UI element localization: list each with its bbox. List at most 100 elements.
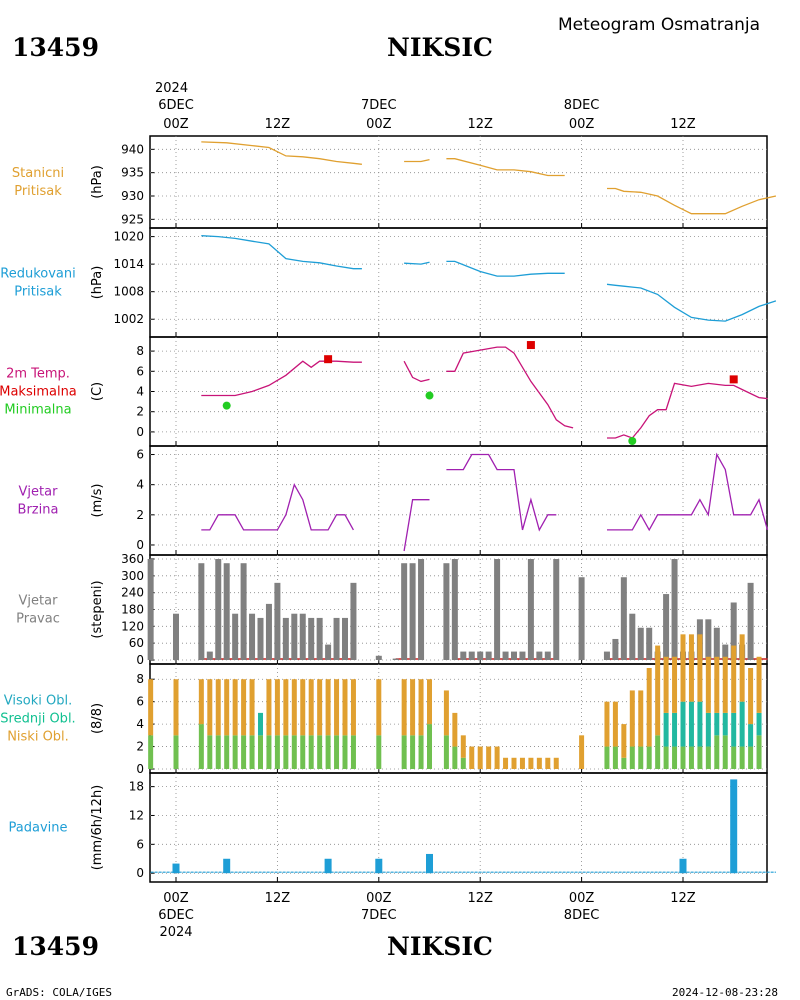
bottom-date-label: 6DEC (158, 908, 194, 923)
cloud-bar-low (672, 656, 678, 713)
min-temp-marker (425, 391, 434, 400)
cloud-bar-low (410, 679, 416, 736)
y-tick-label: 8 (136, 344, 144, 358)
cloud-bar-mid (697, 746, 703, 769)
direction-bar (291, 613, 298, 660)
direction-bar (494, 559, 501, 660)
direction-bar (468, 651, 475, 660)
top-date-label: 8DEC (564, 98, 600, 113)
y-tick-label: 1020 (113, 230, 144, 244)
cloud-bar-mid (688, 746, 694, 769)
cloud-bar-low (325, 679, 331, 736)
cloud-bar-mid (274, 735, 280, 769)
direction-bar (316, 617, 323, 660)
series-line (446, 346, 574, 429)
cloud-bar-low (503, 757, 509, 769)
cloud-bar-low (224, 679, 230, 736)
direction-bar (223, 563, 230, 660)
panel-temperature: 0 2 4 6 8 (C) 2m Temp. Maksimalna Minimalna (0, 336, 768, 447)
cloud-bar-mid (739, 746, 745, 769)
cloud-bar-mid (258, 735, 263, 769)
bottom-time-label: 12Z (467, 891, 493, 906)
y-axis-unit: (hPa) (90, 165, 105, 199)
direction-bar (671, 559, 678, 660)
series-line (404, 261, 430, 265)
cloud-bar-mid (427, 724, 432, 769)
cloud-bar-high (663, 712, 669, 747)
direction-bar (637, 627, 644, 660)
cloud-bar-high (756, 712, 762, 736)
cloud-bar-mid (232, 735, 238, 769)
direction-bar (485, 651, 492, 660)
direction-bar (705, 619, 712, 660)
cloud-bar-mid (680, 746, 686, 769)
cloud-bar-mid (612, 746, 618, 769)
cloud-bar-mid (376, 735, 382, 769)
cloud-bar-mid (198, 724, 204, 769)
direction-bar (713, 627, 720, 660)
bottom-time-label: 00Z (569, 891, 595, 906)
y-axis-unit: (8/8) (90, 703, 105, 734)
cloud-bar-mid (672, 746, 678, 769)
series-line (446, 260, 565, 277)
panel-frame (149, 445, 768, 556)
series-line (201, 235, 362, 270)
panel-label: Srednji Obl. (0, 712, 75, 727)
panel-precipitation: 0 6 12 18 (mm/6h/12h) Padavine (9, 772, 776, 883)
direction-bar (333, 617, 340, 660)
y-tick-label: 925 (121, 212, 144, 226)
direction-bar (578, 577, 585, 660)
cloud-bar-low (536, 757, 542, 769)
panel-pressure_reduced: 1002 1008 1014 1020 (hPa) Redukovani Pritisak (0, 227, 777, 338)
cloud-bar-mid (663, 746, 669, 769)
y-tick-label: 4 (136, 717, 144, 731)
direction-bar (629, 613, 636, 660)
cloud-bar-mid (241, 735, 247, 769)
cloud-bar-mid (460, 757, 466, 769)
cloud-bar-mid (308, 735, 314, 769)
direction-bar (198, 563, 205, 660)
top-date-label: 6DEC (158, 98, 194, 113)
top-time-label: 00Z (163, 117, 189, 132)
cloud-bar-low (511, 757, 517, 769)
panel-label: Padavine (9, 821, 68, 836)
cloud-bar-low (655, 645, 661, 736)
cloud-bar-mid (291, 735, 297, 769)
cloud-bar-low (308, 679, 314, 736)
cloud-bar-low (274, 679, 280, 736)
cloud-bar-low (486, 746, 492, 769)
cloud-bar-low (418, 679, 424, 736)
direction-bar (451, 559, 458, 660)
direction-bar (282, 617, 289, 660)
y-tick-label: 2 (136, 740, 144, 754)
cloud-bar-low (553, 757, 559, 769)
y-tick-label: 935 (121, 166, 144, 180)
cloud-bar-high (258, 712, 263, 736)
y-tick-label: 240 (121, 586, 144, 600)
time-axis-labels: 2024 6DEC 7DEC 8DEC 00Z 12Z 00Z 12Z 00Z 12Z 00Z 12Z… (155, 81, 696, 940)
y-tick-label: 1014 (113, 257, 144, 271)
cloud-bar-low (452, 712, 458, 747)
bottom-time-label: 00Z (163, 891, 189, 906)
y-tick-label: 4 (136, 385, 144, 399)
direction-bar (401, 563, 408, 660)
precip-bar (375, 858, 383, 874)
cloud-bar-high (714, 712, 720, 736)
cloud-bar-low (173, 679, 179, 736)
cloud-bar-mid (418, 735, 424, 769)
cloud-bar-high (705, 712, 711, 747)
cloud-bar-mid (714, 735, 720, 769)
direction-bar (527, 559, 534, 660)
footer-left: GrADS: COLA/IGES (6, 986, 112, 999)
y-tick-label: 6 (136, 364, 144, 378)
cloud-bar-low (443, 690, 449, 736)
precip-bar (679, 858, 687, 874)
y-tick-label: 180 (121, 603, 144, 617)
cloud-bar-low (469, 746, 475, 769)
cloud-bar-low (714, 656, 720, 713)
panel-frame (149, 227, 768, 338)
cloud-bar-mid (173, 735, 179, 769)
direction-bar (147, 559, 154, 660)
series-line (403, 499, 430, 552)
